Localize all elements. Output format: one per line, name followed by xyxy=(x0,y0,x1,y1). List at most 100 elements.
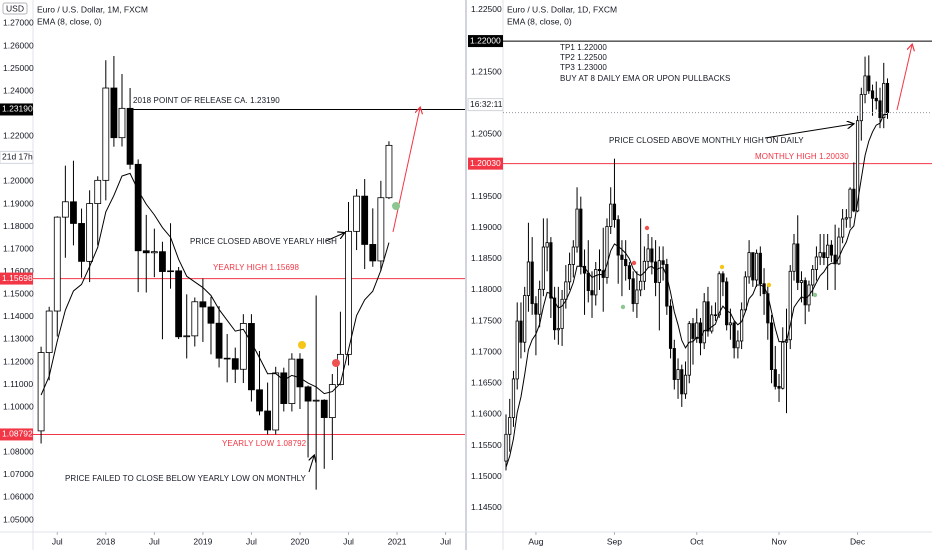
candle-body xyxy=(867,75,871,92)
candle-body xyxy=(725,281,729,326)
candle-body xyxy=(844,217,848,220)
candle-body xyxy=(142,250,150,254)
arrow xyxy=(896,45,912,111)
candle-body xyxy=(199,301,207,308)
candle-body xyxy=(150,251,158,254)
signal-dot xyxy=(392,202,400,210)
candle-body xyxy=(53,216,61,312)
candle-body xyxy=(70,201,77,224)
candle-body xyxy=(792,243,796,272)
candle-body xyxy=(523,295,527,343)
arrow xyxy=(325,233,344,242)
candle-body xyxy=(870,90,875,99)
signal-dot xyxy=(766,282,772,288)
candle-body xyxy=(511,378,516,418)
x-tick-label: Oct xyxy=(690,536,704,546)
candle-body xyxy=(575,208,579,248)
candle-body xyxy=(369,244,377,262)
candle-body xyxy=(814,256,819,270)
candle-body xyxy=(515,320,519,380)
candle-body xyxy=(799,280,804,283)
price-label-box xyxy=(0,103,33,116)
y-tick-label: 1.25000 xyxy=(3,63,34,73)
candle-body xyxy=(885,82,890,114)
signal-dot xyxy=(298,341,306,349)
y-tick-label: 1.19500 xyxy=(471,191,502,201)
x-tick-label: Jul xyxy=(440,536,451,546)
candle-body xyxy=(215,322,223,359)
y-tick-label: 1.15000 xyxy=(471,471,502,481)
candle-body xyxy=(345,230,352,355)
candle-body xyxy=(639,280,643,291)
candle-body xyxy=(530,261,534,305)
candle-body xyxy=(361,195,369,245)
y-tick-label: 1.17000 xyxy=(471,346,502,356)
candle-body xyxy=(579,208,583,267)
currency: USD xyxy=(6,3,24,13)
currency-box xyxy=(2,2,28,15)
drawings xyxy=(298,45,912,473)
candle-body xyxy=(863,75,867,95)
y-tick-label: 1.22000 xyxy=(3,131,34,141)
x-tick-label: Dec xyxy=(850,536,866,546)
candle-body xyxy=(61,201,69,218)
candle-body xyxy=(312,399,320,402)
candle-body xyxy=(534,303,538,315)
candle-body xyxy=(167,270,174,273)
candle-body xyxy=(304,386,312,402)
candle-body xyxy=(855,120,860,212)
candle-body xyxy=(78,223,85,262)
signal-dot xyxy=(644,225,650,231)
candle-body xyxy=(754,252,759,281)
y-tick-label: 1.06000 xyxy=(3,492,34,502)
candle-body xyxy=(264,410,272,431)
y-tick-label: 1.19000 xyxy=(3,198,34,208)
y-tick-label: 1.15000 xyxy=(3,289,34,299)
candle-body xyxy=(829,244,833,256)
y-tick-label: 1.26000 xyxy=(3,40,34,50)
y-tick-label: 1.18000 xyxy=(471,284,502,294)
annotation: PRICE FAILED TO CLOSE BELOW YEARLY LOW O… xyxy=(65,474,307,483)
candle-body xyxy=(859,94,863,122)
x-tick-label: 2020 xyxy=(291,536,310,546)
price-label-box xyxy=(0,272,33,285)
chart-title: Euro / U.S. Dollar, 1D, FXCM xyxy=(507,4,617,14)
annotation: YEARLY HIGH 1.15698 xyxy=(213,263,300,272)
candle-body xyxy=(504,433,508,462)
annotation: BUY AT 8 DAILY EMA OR UPON PULLBACKS xyxy=(560,74,730,83)
candle-body xyxy=(728,322,733,326)
candle-body xyxy=(721,273,725,283)
y-tick-label: 1.27000 xyxy=(3,18,34,28)
ema-line xyxy=(505,113,888,468)
chart-title: Euro / U.S. Dollar, 1M, FXCM xyxy=(37,4,148,14)
candle-body xyxy=(586,272,590,291)
x-tick-label: Jul xyxy=(246,536,257,546)
candle-body xyxy=(296,358,304,388)
y-tick-label: 1.20000 xyxy=(3,176,34,186)
candle-body xyxy=(594,269,598,296)
y-tick-label: 1.17500 xyxy=(471,315,502,325)
y-tick-label: 1.24000 xyxy=(3,85,34,95)
arrow xyxy=(764,124,853,139)
arrow xyxy=(392,108,420,233)
x-tick-label: Aug xyxy=(528,536,543,546)
y-tick-label: 1.22500 xyxy=(471,4,502,14)
candle-body xyxy=(126,107,134,165)
signal-dot xyxy=(719,264,725,270)
candle-body xyxy=(37,352,45,432)
signal-dot xyxy=(631,260,637,266)
price-label: 1.22000 xyxy=(470,35,501,45)
candle-body xyxy=(549,242,553,299)
candle-body xyxy=(553,297,557,331)
candle-body xyxy=(687,323,691,376)
candle-body xyxy=(650,248,654,263)
candle-body xyxy=(605,226,609,278)
candle-body xyxy=(653,261,658,283)
annotation: 2018 POINT OF RELEASE CA. 1.23190 xyxy=(133,96,280,105)
candle-body xyxy=(698,322,703,344)
candle-body xyxy=(353,195,360,232)
candle-body xyxy=(668,305,673,349)
y-tick-label: 1.17000 xyxy=(3,243,34,253)
y-tick-label: 1.16000 xyxy=(3,266,34,276)
